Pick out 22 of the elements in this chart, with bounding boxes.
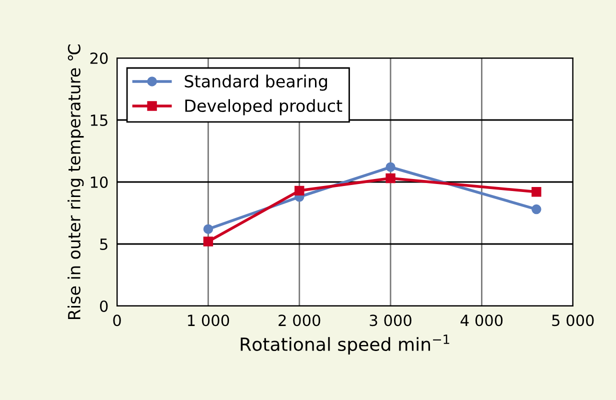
x-tick-label: 0 <box>113 314 121 326</box>
x-tick-label: 5 000 <box>552 314 594 326</box>
x-axis-title: Rotational speed min$^{−1}$ <box>240 334 450 355</box>
legend-label: Developed product <box>185 99 342 116</box>
x-tick-label: 4 000 <box>460 314 503 326</box>
point <box>532 187 542 197</box>
point <box>386 173 396 184</box>
x-tick-label: 2 000 <box>278 314 320 326</box>
point <box>294 186 304 196</box>
y-axis-title: Rise in outer ring temperature ℃ <box>68 44 84 320</box>
legend-label: Standard bearing <box>184 74 327 91</box>
y-tick-label: 10 <box>90 176 108 188</box>
point <box>203 236 214 246</box>
x-tick-label: 3 000 <box>370 314 412 326</box>
y-tick-label: 20 <box>90 52 108 64</box>
y-tick-label: 5 <box>100 238 108 250</box>
y-tick-label: 15 <box>90 114 108 126</box>
y-tick-label: 0 <box>100 300 108 312</box>
point <box>386 162 396 172</box>
point <box>532 204 542 214</box>
point <box>203 224 214 234</box>
x-tick-label: 1 000 <box>188 314 230 326</box>
